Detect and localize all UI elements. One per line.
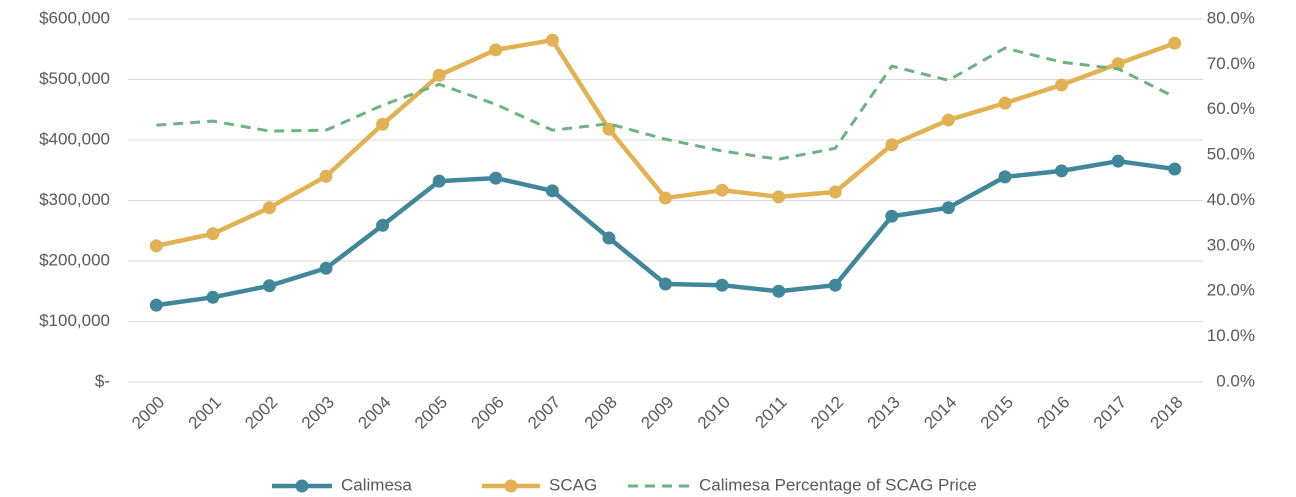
point xyxy=(1168,36,1182,50)
point xyxy=(376,117,390,131)
y-tick-label: $300,000 xyxy=(39,190,110,209)
point xyxy=(432,174,446,188)
point xyxy=(206,227,220,241)
point xyxy=(772,190,786,204)
x-tick-label: 2005 xyxy=(411,393,451,433)
y2-tick-label: 20.0% xyxy=(1207,281,1255,300)
x-tick-label: 2009 xyxy=(637,393,677,433)
y2-tick-label: 30.0% xyxy=(1207,235,1255,254)
y2-tick-label: 50.0% xyxy=(1207,145,1255,164)
x-tick-label: 2008 xyxy=(581,393,621,433)
x-tick-label: 2007 xyxy=(524,393,564,433)
y-tick-label: $100,000 xyxy=(39,311,110,330)
point xyxy=(602,122,616,136)
point xyxy=(206,290,220,304)
point xyxy=(998,170,1012,184)
y-tick-label: $600,000 xyxy=(39,8,110,27)
x-tick-label: 2004 xyxy=(354,393,394,433)
legend-label: Calimesa xyxy=(341,475,412,494)
point xyxy=(828,278,842,292)
series-line xyxy=(156,46,1176,161)
point xyxy=(715,278,729,292)
x-tick-label: 2006 xyxy=(468,393,508,433)
y2-tick-label: 70.0% xyxy=(1207,54,1255,73)
point xyxy=(319,261,333,275)
point xyxy=(659,191,672,205)
point xyxy=(885,138,899,152)
y2-tick-label: 0.0% xyxy=(1216,371,1255,390)
legend-marker xyxy=(504,479,518,493)
point xyxy=(545,33,559,47)
legend-label: SCAG xyxy=(549,475,597,494)
x-tick-label: 2016 xyxy=(1033,393,1073,433)
point xyxy=(149,298,163,312)
y-tick-label: $200,000 xyxy=(39,250,110,269)
point xyxy=(489,43,503,57)
point xyxy=(149,239,163,253)
point xyxy=(602,231,616,245)
x-tick-label: 2011 xyxy=(751,393,790,432)
point xyxy=(828,185,842,199)
legend-label: Calimesa Percentage of SCAG Price xyxy=(699,475,977,494)
point xyxy=(489,171,503,185)
x-tick-label: 2018 xyxy=(1147,393,1187,433)
point xyxy=(376,218,390,232)
legend-marker xyxy=(295,479,309,493)
x-tick-label: 2010 xyxy=(694,393,734,433)
point xyxy=(432,68,446,82)
series-line xyxy=(155,37,1176,249)
x-tick-label: 2015 xyxy=(977,393,1017,433)
point xyxy=(1055,164,1069,178)
x-tick-label: 2000 xyxy=(128,393,168,433)
y2-tick-label: 60.0% xyxy=(1207,99,1255,118)
point xyxy=(885,209,899,223)
x-tick-label: 2012 xyxy=(807,393,847,433)
point xyxy=(659,277,672,291)
point xyxy=(941,201,955,215)
x-tick-label: 2001 xyxy=(185,393,225,433)
y2-tick-label: 10.0% xyxy=(1207,326,1255,345)
point xyxy=(262,201,276,215)
point xyxy=(772,284,786,298)
y-tick-label: $500,000 xyxy=(39,69,110,88)
point xyxy=(941,113,955,127)
x-tick-label: 2017 xyxy=(1090,393,1130,433)
point xyxy=(1055,78,1069,92)
y2-tick-label: 40.0% xyxy=(1207,190,1255,209)
point xyxy=(1111,154,1125,168)
y-tick-label: $- xyxy=(95,371,110,390)
point xyxy=(262,279,276,293)
x-tick-label: 2003 xyxy=(298,393,338,433)
point xyxy=(319,169,333,183)
y-tick-label: $400,000 xyxy=(39,129,110,148)
point xyxy=(998,96,1012,110)
point xyxy=(1168,162,1182,176)
point xyxy=(545,184,559,198)
x-tick-label: 2013 xyxy=(864,393,904,433)
x-tick-label: 2002 xyxy=(241,393,281,433)
y2-tick-label: 80.0% xyxy=(1207,8,1255,27)
x-tick-label: 2014 xyxy=(920,393,960,433)
point xyxy=(715,183,729,197)
